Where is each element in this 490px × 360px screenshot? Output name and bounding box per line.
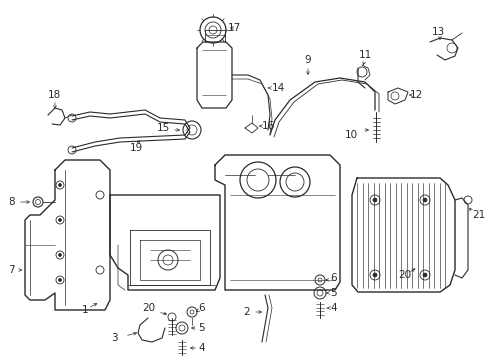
Text: 20: 20 [398, 270, 411, 280]
Circle shape [58, 279, 62, 282]
Circle shape [373, 198, 377, 202]
Text: 2: 2 [244, 307, 250, 317]
Text: 15: 15 [157, 123, 170, 133]
Text: 11: 11 [358, 50, 371, 60]
Text: 6: 6 [198, 303, 205, 313]
Text: 12: 12 [410, 90, 423, 100]
Text: 1: 1 [82, 305, 89, 315]
Text: 3: 3 [111, 333, 118, 343]
Text: 4: 4 [330, 303, 337, 313]
Text: 7: 7 [8, 265, 15, 275]
Text: 16: 16 [262, 121, 275, 131]
Text: 19: 19 [130, 143, 143, 153]
Text: 18: 18 [48, 90, 61, 100]
Circle shape [423, 273, 427, 277]
Circle shape [423, 198, 427, 202]
Circle shape [58, 253, 62, 256]
Text: 5: 5 [198, 323, 205, 333]
Text: 21: 21 [472, 210, 485, 220]
Text: 17: 17 [228, 23, 241, 33]
Text: 10: 10 [345, 130, 358, 140]
Text: 13: 13 [432, 27, 445, 37]
Text: 4: 4 [198, 343, 205, 353]
Text: 6: 6 [330, 273, 337, 283]
Text: 14: 14 [272, 83, 285, 93]
Text: 5: 5 [330, 288, 337, 298]
Circle shape [58, 184, 62, 186]
Circle shape [58, 219, 62, 221]
Text: 20: 20 [142, 303, 155, 313]
Text: 8: 8 [8, 197, 15, 207]
Text: 9: 9 [305, 55, 311, 65]
Circle shape [373, 273, 377, 277]
